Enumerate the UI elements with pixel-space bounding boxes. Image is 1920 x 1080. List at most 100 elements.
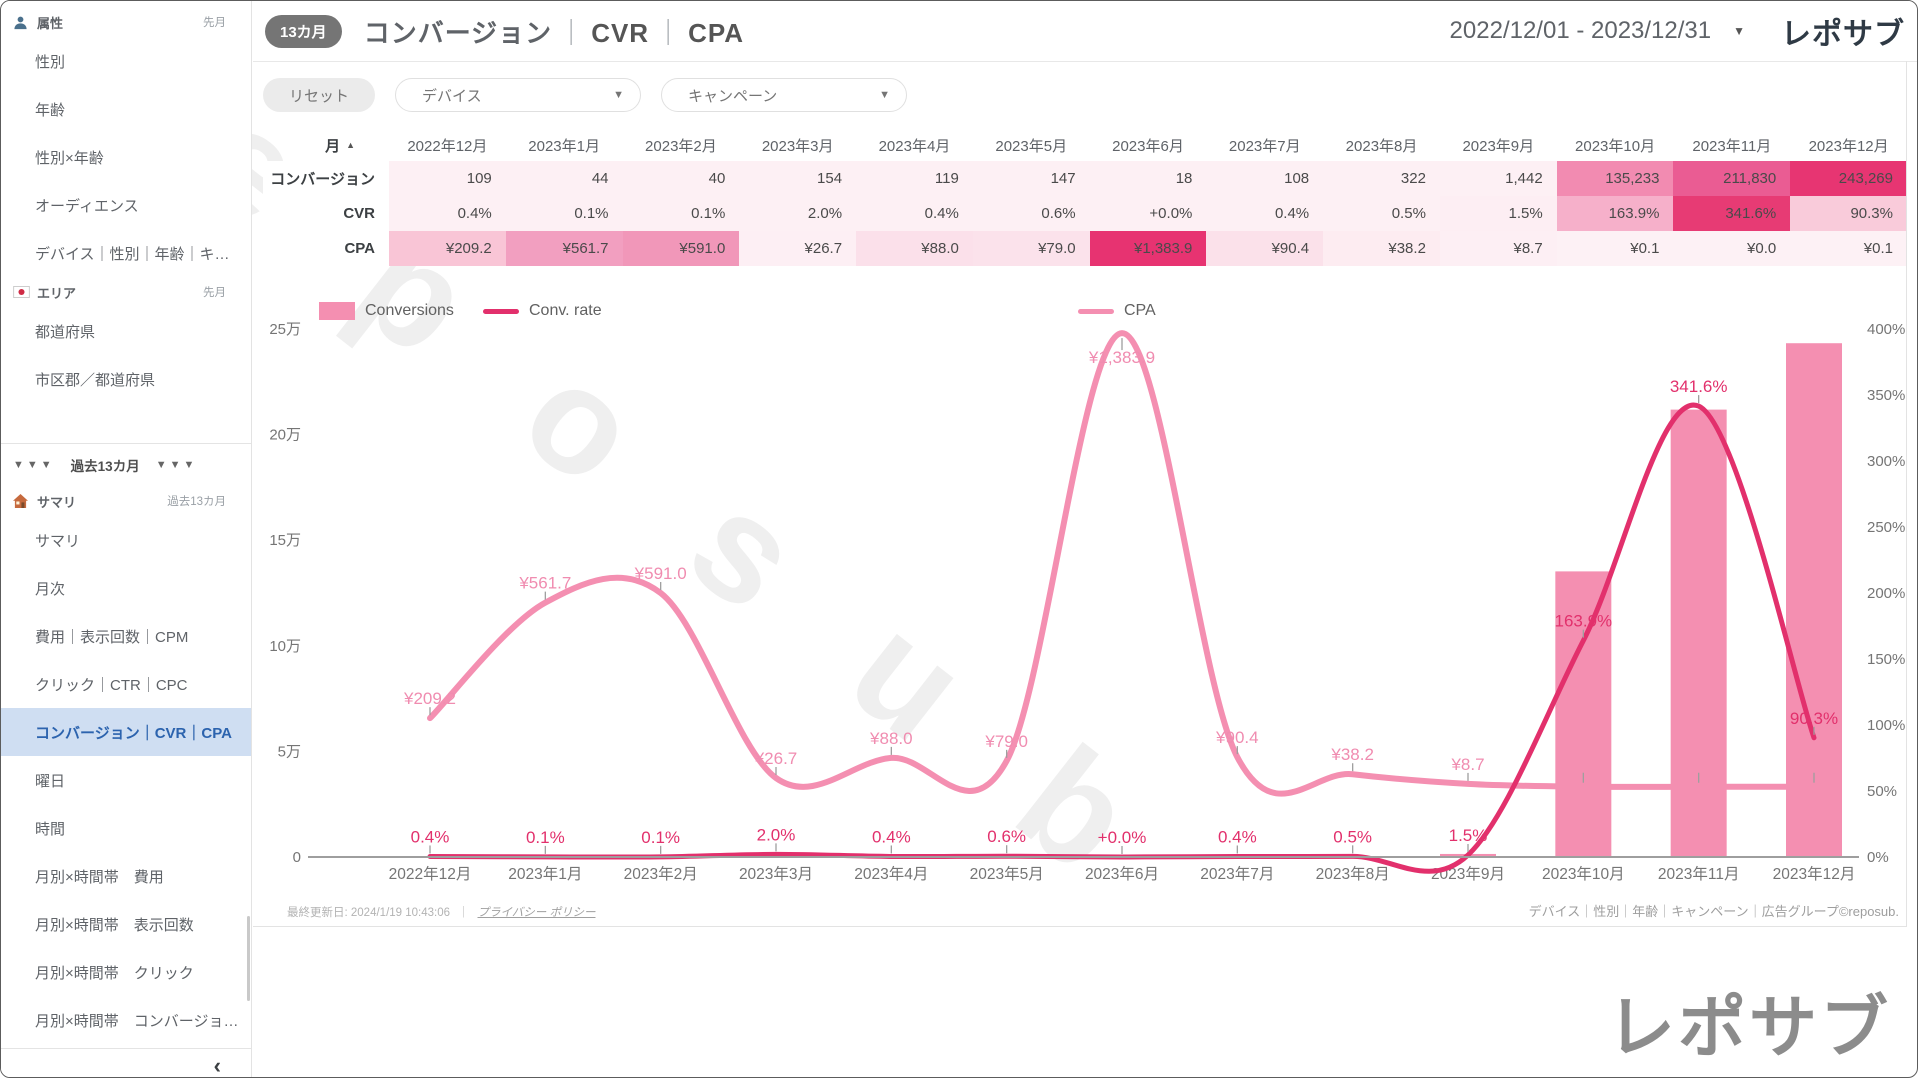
sidebar-section-label: エリア (37, 285, 77, 301)
x-axis-label: 2023年1月 (508, 865, 582, 883)
footer-separator: ｜ (458, 907, 470, 919)
heatmap-cell: ¥90.4 (1206, 231, 1324, 266)
collapse-sidebar-icon[interactable]: ‹ (213, 1053, 221, 1078)
chart-footer-left: 最終更新日: 2024/1/19 10:43:06 ｜ プライバシー ポリシー (287, 904, 595, 920)
privacy-policy-link[interactable]: プライバシー ポリシー (477, 907, 596, 919)
card-bottom-border (253, 926, 1907, 927)
sidebar-item[interactable]: 年齢 (35, 101, 66, 119)
person-icon (13, 15, 30, 30)
page-header: 13カ月 コンバージョン｜ CVR ｜ CPA 2022/12/01 - 2023/1… (253, 1, 1917, 62)
bottom-brand-logo: レポサブ (1606, 990, 1891, 1066)
sidebar-item[interactable]: クリック｜CTR｜CPC (35, 676, 188, 694)
heatmap-cell: ¥88.0 (856, 231, 973, 266)
date-range-selector[interactable]: 2022/12/01 - 2023/12/31 ▼ (1450, 17, 1745, 45)
month-column-header: 2022年12月 (407, 137, 488, 155)
sidebar-list: 属性 先月 性別 年齢 性別×年齢 オーディエンス デバイス｜性別｜年齢｜キ… エリア 先月 都道… (1, 7, 251, 1078)
heatmap-cell: ¥561.7 (505, 231, 623, 266)
sidebar-scrollbar[interactable] (247, 916, 250, 1001)
cpa-value-label: ¥26.7 (754, 749, 798, 768)
heatmap-cell: 44 (505, 161, 623, 196)
right-axis-tick: 50% (1867, 783, 1897, 800)
sidebar-item[interactable]: オーディエンス (35, 197, 139, 215)
sidebar-section-header: エリア 先月 (1, 277, 251, 307)
heatmap-cell: 154 (739, 161, 857, 196)
sidebar-item[interactable]: 月別×時間帯 表示回数 (35, 916, 194, 934)
month-column-header: 2023年3月 (761, 137, 834, 155)
x-axis-label: 2023年2月 (624, 865, 698, 883)
sidebar-item[interactable]: 月別×時間帯 クリック (35, 964, 194, 982)
sidebar: 属性 先月 性別 年齢 性別×年齢 オーディエンス デバイス｜性別｜年齢｜キ… エリア 先月 都道… (1, 1, 252, 1078)
sidebar-section-header: サマリ 過去13カ月 (1, 486, 251, 516)
heatmap-cell: 147 (972, 161, 1090, 196)
heatmap-cell: ¥38.2 (1323, 231, 1440, 266)
page-title-main: コンバージョン (363, 17, 553, 48)
conv-rate-value-label: 1.5% (1449, 826, 1488, 845)
japan-flag-icon (13, 285, 30, 300)
month-column-header: 2023年8月 (1345, 137, 1418, 155)
heatmap-cell: 243,269 (1790, 161, 1907, 196)
heatmap-cell: ¥0.1 (1790, 231, 1907, 266)
reset-button[interactable]: リセット (263, 78, 376, 112)
sidebar-item[interactable]: 時間 (35, 820, 66, 838)
heatmap-cell: 322 (1323, 161, 1440, 196)
sidebar-item[interactable]: 費用｜表示回数｜CPM (35, 628, 189, 646)
legend-cpa-label: CPA (1124, 302, 1156, 319)
month-column-header: 2023年6月 (1112, 137, 1184, 155)
heatmap-cell: 135,233 (1556, 161, 1674, 196)
sidebar-section-label: サマリ (37, 494, 77, 510)
conv-rate-value-label: 0.4% (411, 827, 450, 846)
heatmap-cell: 2.0% (739, 196, 857, 231)
campaign-filter-dropdown[interactable]: キャンペーン ▼ (661, 78, 908, 112)
heatmap-cell: 0.6% (972, 196, 1090, 231)
heatmap-cell: 0.4% (389, 196, 506, 231)
conv-rate-value-label: 0.5% (1333, 827, 1372, 846)
sidebar-item[interactable]: デバイス｜性別｜年齢｜キ… (35, 245, 230, 263)
sidebar-item[interactable]: 性別×年齢 (35, 149, 104, 167)
sidebar-item-selected[interactable]: コンバージョン｜CVR｜CPA (1, 708, 251, 756)
conv-rate-value-label: +0.0% (1098, 828, 1147, 847)
sort-asc-icon: ▲ (346, 140, 355, 150)
sidebar-item[interactable]: サマリ (35, 532, 81, 550)
heatmap-cell: 0.1% (622, 196, 740, 231)
heatmap-cell: ¥26.7 (739, 231, 857, 266)
x-axis-label: 2023年11月 (1658, 865, 1740, 883)
sidebar-divider (1, 443, 251, 444)
last-updated-text: 最終更新日: 2024/1/19 10:43:06 (287, 907, 451, 919)
x-axis-label: 2023年7月 (1200, 865, 1274, 883)
page-title: コンバージョン｜ CVR ｜ CPA (364, 13, 744, 50)
sort-column-header[interactable]: 月 ▲ (263, 129, 389, 161)
date-range-value: 2022/12/01 - 2023/12/31 (1449, 17, 1712, 44)
device-filter-dropdown[interactable]: デバイス ▼ (395, 78, 642, 112)
x-axis-label: 2022年12月 (389, 865, 472, 883)
month-column-header: 2023年4月 (878, 137, 951, 155)
heatmap-cell: 341.6% (1673, 196, 1791, 231)
cpa-swatch (1078, 308, 1114, 314)
month-column-header: 2023年1月 (528, 137, 600, 155)
chevron-down-icon: ▼ (879, 89, 891, 101)
heatmap-cell: 109 (389, 161, 506, 196)
conv-rate-value-label: 2.0% (757, 825, 796, 844)
sidebar-item[interactable]: 都道府県 (35, 323, 96, 341)
triangles-icon: ▼▼▼ (155, 459, 198, 471)
sidebar-item[interactable]: 市区郡／都道府県 (35, 371, 156, 389)
right-axis-tick: 100% (1867, 717, 1905, 734)
cpa-value-label: ¥561.7 (518, 574, 571, 593)
legend-conversions-label: Conversions (365, 302, 454, 319)
chevron-down-icon: ▼ (613, 89, 625, 101)
heatmap-cell: 0.4% (856, 196, 973, 231)
cpa-value-label: ¥90.4 (1215, 728, 1259, 747)
sidebar-item[interactable]: 性別 (35, 53, 66, 71)
left-axis-tick: 20万 (269, 427, 301, 444)
metric-row-label: CPA (263, 231, 389, 266)
sidebar-item[interactable]: 月別×時間帯 費用 (35, 868, 164, 886)
x-axis-label: 2023年6月 (1085, 865, 1159, 883)
right-axis-tick: 150% (1867, 651, 1905, 668)
sidebar-item[interactable]: 月次 (35, 580, 66, 598)
month-column-header: 2023年10月 (1575, 137, 1656, 155)
cpa-value-label: ¥88.0 (869, 729, 913, 748)
sidebar-item[interactable]: 曜日 (35, 772, 66, 790)
right-axis-tick: 400% (1867, 321, 1905, 338)
left-axis-tick: 0 (293, 849, 301, 866)
sidebar-item[interactable]: 月別×時間帯 コンバージョ… (35, 1012, 239, 1030)
